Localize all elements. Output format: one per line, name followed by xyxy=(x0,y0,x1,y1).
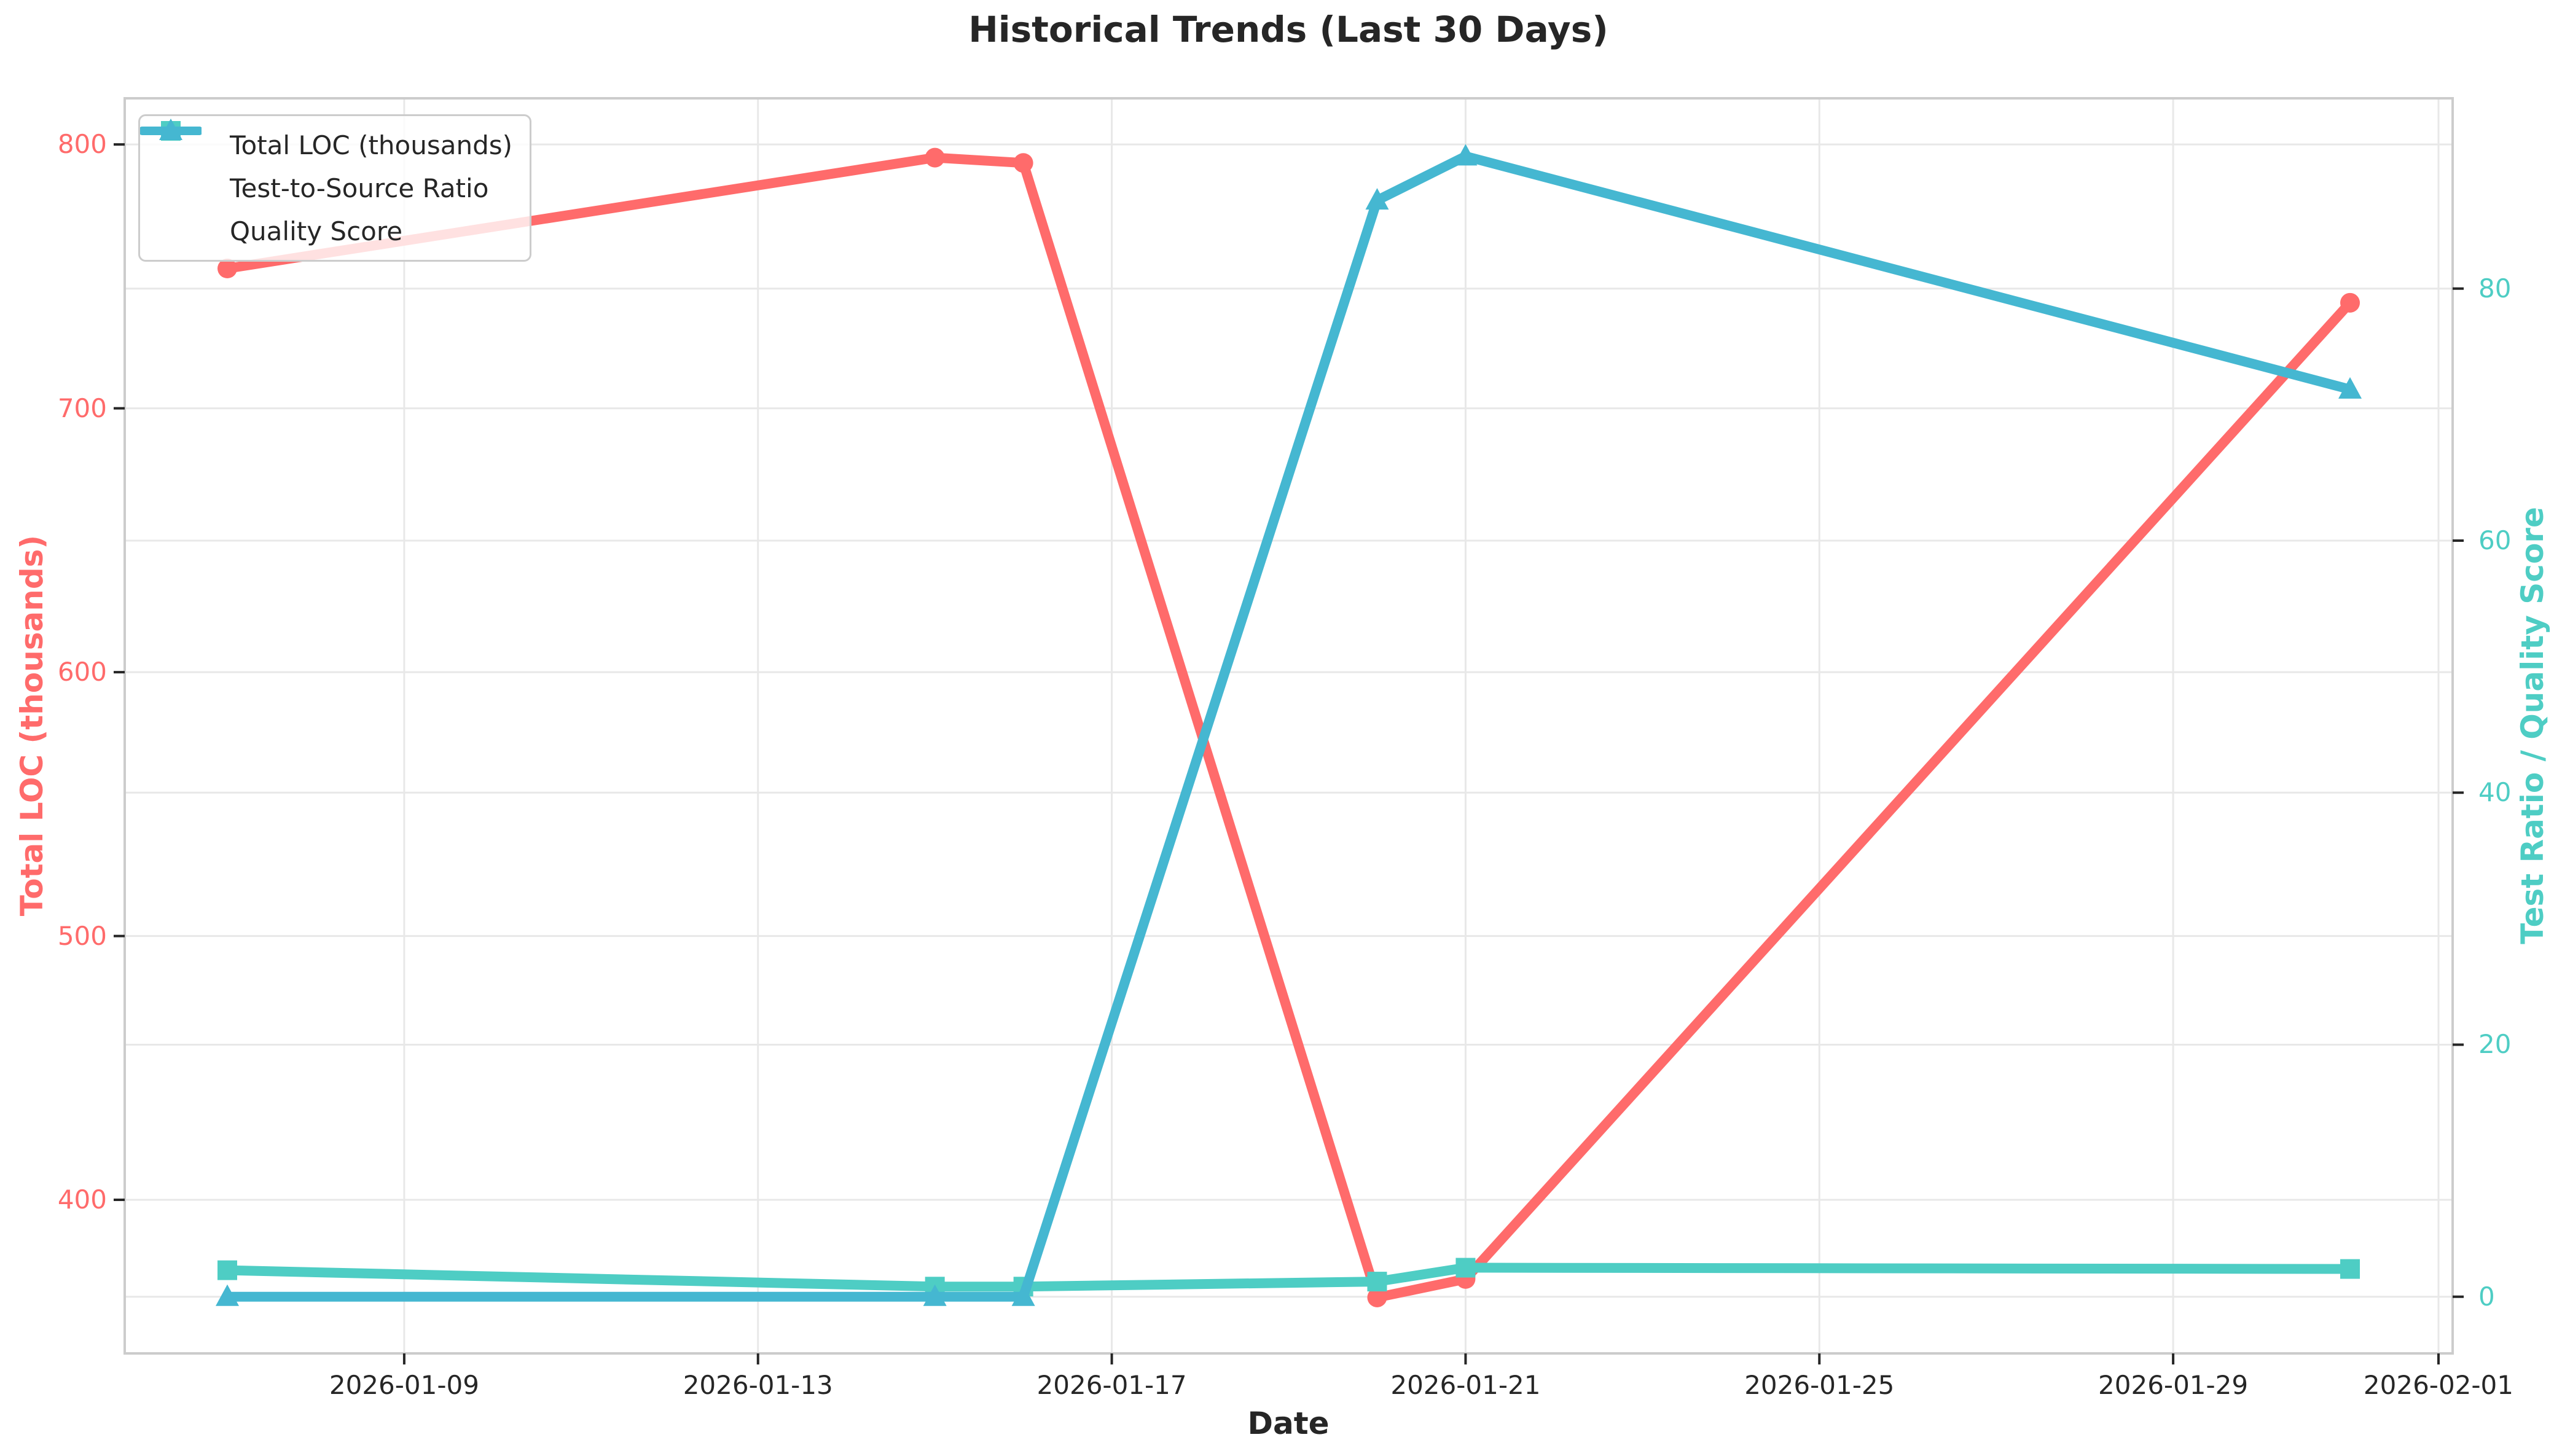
y-right-tick-0: 0 xyxy=(2478,1281,2495,1312)
x-tick-2026-02-01: 2026-02-01 xyxy=(2363,1370,2513,1400)
x-tick-2026-01-21: 2026-01-21 xyxy=(1390,1370,1541,1400)
x-tick-2026-01-09: 2026-01-09 xyxy=(329,1370,479,1400)
series-total-loc-thousands- xyxy=(217,147,2360,1307)
y-left-tick-600: 600 xyxy=(57,657,107,687)
y-right-tick-80: 80 xyxy=(2478,273,2512,303)
x-tick-2026-01-13: 2026-01-13 xyxy=(683,1370,833,1400)
x-axis-label: Date xyxy=(1247,1406,1330,1441)
tick-marks xyxy=(114,143,2464,1364)
series-test-to-source-ratio xyxy=(217,1258,2360,1297)
legend-line-triangle-glyph xyxy=(140,119,214,246)
y-right-tick-40: 40 xyxy=(2478,777,2512,808)
y-right-tick-60: 60 xyxy=(2478,525,2512,555)
series-quality-score xyxy=(215,144,2362,1306)
legend-line-square-glyph xyxy=(140,121,214,203)
y-left-tick-400: 400 xyxy=(57,1184,107,1215)
x-tick-2026-01-29: 2026-01-29 xyxy=(2098,1370,2249,1400)
gridlines xyxy=(125,98,2453,1353)
y-left-tick-500: 500 xyxy=(57,920,107,951)
legend-label-test-ratio: Test-to-Source Ratio xyxy=(230,173,489,203)
legend-item-quality-score: Quality Score xyxy=(140,119,512,250)
plot-spines xyxy=(123,97,2454,1355)
legend-label-total-loc: Total LOC (thousands) xyxy=(230,130,513,160)
legend-label-quality-score: Quality Score xyxy=(230,216,403,246)
y-left-tick-800: 800 xyxy=(57,129,107,160)
y-right-tick-20: 20 xyxy=(2478,1029,2512,1060)
legend-item-total-loc: Total LOC (thousands) xyxy=(140,121,513,164)
legend: Total LOC (thousands) Test-to-Source Rat… xyxy=(138,114,532,262)
chart-title: Historical Trends (Last 30 Days) xyxy=(968,9,1608,50)
y-right-axis-label: Test Ratio / Quality Score xyxy=(2515,507,2550,944)
x-tick-2026-01-17: 2026-01-17 xyxy=(1036,1370,1187,1400)
y-left-tick-700: 700 xyxy=(57,393,107,423)
x-tick-2026-01-25: 2026-01-25 xyxy=(1744,1370,1895,1400)
legend-item-test-ratio: Test-to-Source Ratio xyxy=(140,121,512,207)
y-left-axis-label: Total LOC (thousands) xyxy=(14,534,50,917)
